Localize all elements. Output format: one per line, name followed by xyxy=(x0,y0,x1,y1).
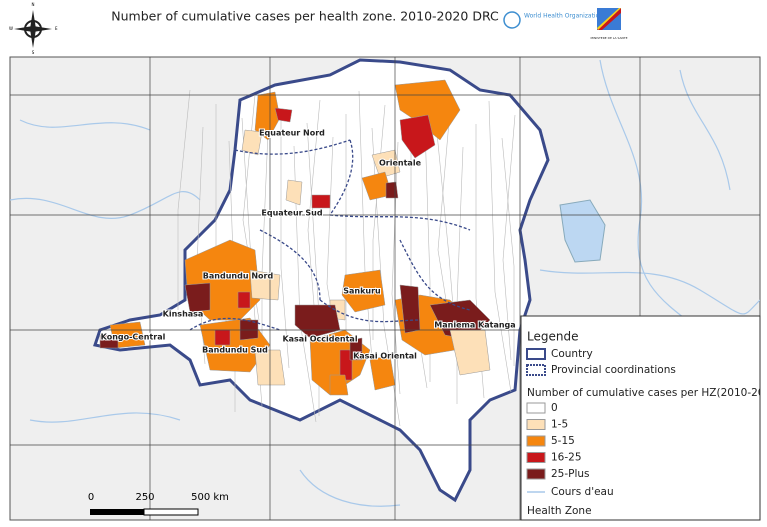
health-zone xyxy=(237,291,251,309)
who-text: World Health Organization xyxy=(524,13,603,20)
river xyxy=(19,119,151,131)
region-label: Kongo-Central xyxy=(101,333,166,342)
health-zone xyxy=(339,349,353,381)
ministry-logo: MINISTERE DE LA SANTE xyxy=(590,8,628,40)
health-zone xyxy=(241,129,263,156)
legend-swatch xyxy=(526,435,546,447)
health-zone xyxy=(274,107,293,123)
legend-label: 0 xyxy=(551,402,558,414)
region-label: Sankuru xyxy=(343,287,381,296)
health-zone xyxy=(341,269,386,313)
legend-swatch xyxy=(526,468,546,480)
scale-label: 250 xyxy=(135,492,154,503)
region-label: Bandundu Sud xyxy=(202,346,268,355)
region-label: Equateur Nord xyxy=(259,129,325,138)
provincial-boundary xyxy=(259,229,321,301)
health-zone xyxy=(254,91,281,141)
legend-label: 16-25 xyxy=(551,452,582,464)
health-zone-line xyxy=(280,109,290,369)
legend-label: 25-Plus xyxy=(551,468,590,480)
region-label: Bandundu Nord xyxy=(203,272,274,281)
legend-label: 5-15 xyxy=(551,435,575,447)
health-zone-line xyxy=(488,100,512,393)
health-zone xyxy=(385,181,399,199)
legend-label: Health Zone xyxy=(527,505,592,517)
legend-label: 1-5 xyxy=(551,419,568,431)
legend-box xyxy=(520,315,761,521)
health-zone xyxy=(99,334,119,349)
health-zone xyxy=(311,194,331,209)
health-zone xyxy=(285,179,303,206)
legend-label: Cours d'eau xyxy=(551,486,614,498)
health-zone xyxy=(349,337,363,361)
health-zone xyxy=(399,114,436,159)
region-label: Kinshasa xyxy=(163,310,204,319)
provincial-boundary xyxy=(319,299,421,323)
health-zone xyxy=(371,149,401,179)
legend-swatch xyxy=(526,402,546,414)
provincial-boundary xyxy=(234,139,351,155)
river xyxy=(539,269,760,315)
compass-s: S xyxy=(32,50,35,55)
legend-swatch xyxy=(526,419,546,430)
compass-e: E xyxy=(55,26,58,31)
river xyxy=(29,412,181,423)
river xyxy=(299,469,401,507)
scale-label: 500 km xyxy=(191,492,229,503)
region-label: Kasai Oriental xyxy=(353,352,417,361)
provincial-boundary xyxy=(399,239,471,311)
legend-title: Legende xyxy=(527,330,578,344)
legend-swatch xyxy=(526,452,546,463)
who-logo: World Health Organization xyxy=(503,11,603,29)
region-label: Orientale xyxy=(379,159,422,168)
health-zone-line xyxy=(307,99,321,331)
scale-label: 0 xyxy=(88,492,94,503)
legend-items: Legende Country Provincial coordinations Nu… xyxy=(526,330,767,517)
provincial-boundary xyxy=(329,214,471,231)
health-zone-line xyxy=(177,89,191,310)
compass-n: N xyxy=(32,2,35,7)
health-zone xyxy=(214,329,231,346)
health-zone xyxy=(184,282,211,313)
legend-subtitle: Number of cumulative cases per HZ(2010-2… xyxy=(527,387,767,399)
legend-label: Provincial coordinations xyxy=(551,364,676,376)
legend: Legende Country Provincial coordinations Nu… xyxy=(520,315,767,521)
region-label: Maniema Katanga xyxy=(434,321,515,330)
country xyxy=(93,58,550,503)
title: Number of cumulative cases per health zo… xyxy=(111,9,499,24)
river xyxy=(679,69,731,191)
compass-w: W xyxy=(9,26,13,31)
legend-label: Country xyxy=(551,348,593,360)
provincial-boundary xyxy=(189,317,281,331)
region-label: Equateur Sud xyxy=(261,209,322,218)
legend-swatch xyxy=(526,348,546,360)
scale-bar: 0 250 500 km xyxy=(88,492,229,516)
ministry-text: MINISTERE DE LA SANTE xyxy=(590,36,627,40)
map: Equateur Nord Orientale Equateur Sud Bandun… xyxy=(10,57,760,520)
region-label: Kasai Occidental xyxy=(282,335,357,344)
health-zone xyxy=(329,374,349,396)
lake xyxy=(559,199,606,263)
health-zone-line xyxy=(502,114,516,361)
legend-swatch xyxy=(526,364,546,376)
compass: N S E W xyxy=(9,2,58,55)
health-zone-line xyxy=(501,137,515,366)
